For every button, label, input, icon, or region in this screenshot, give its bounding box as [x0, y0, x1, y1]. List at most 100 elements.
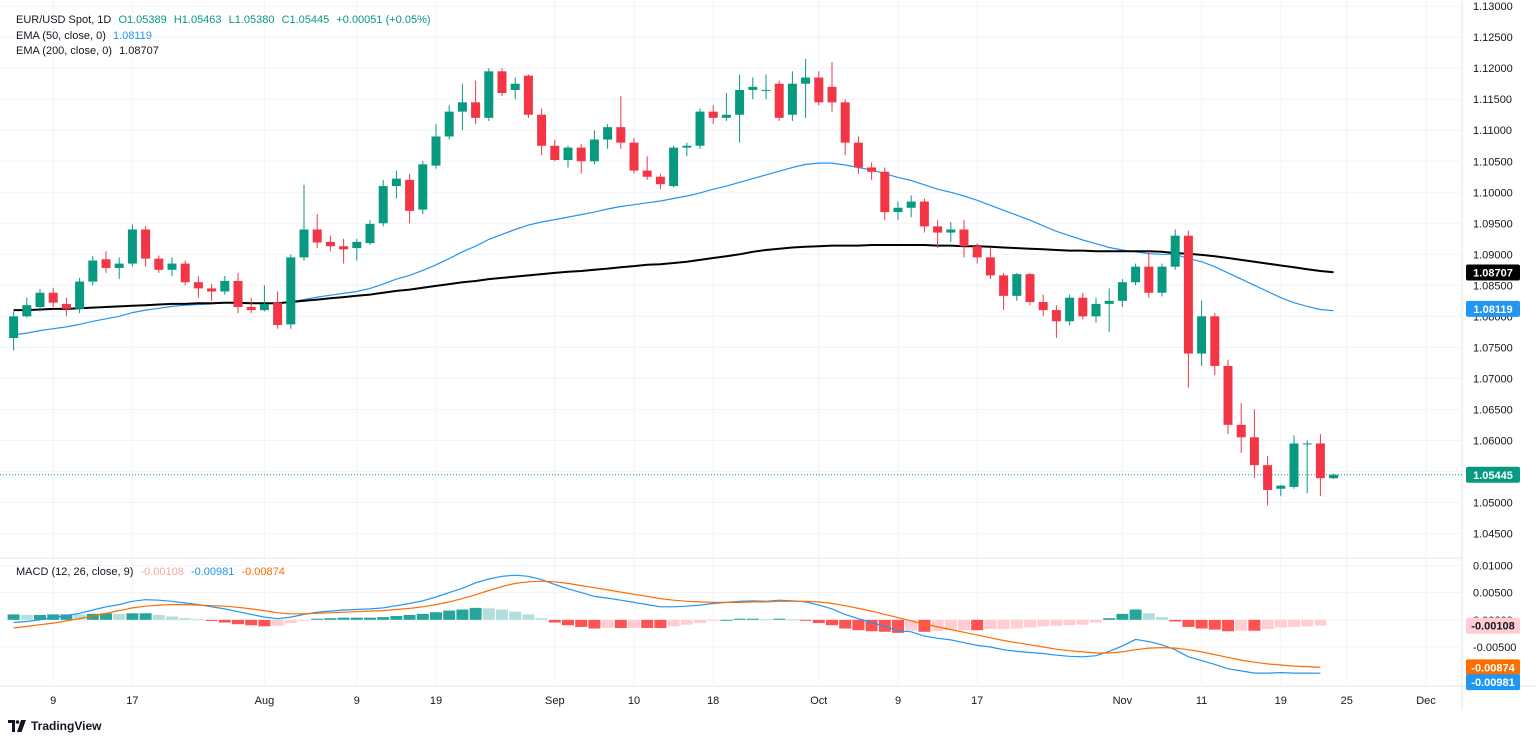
macd-histogram-bar [1222, 619, 1234, 632]
candle-body [259, 303, 269, 311]
candles-layer [9, 58, 1339, 506]
macd-histogram-bar [311, 618, 324, 620]
candle-body [1249, 437, 1259, 466]
candle-body [101, 259, 111, 268]
price-tick-label: 1.12000 [1473, 63, 1513, 75]
candle-body [510, 83, 520, 90]
macd-histogram-bar [271, 619, 284, 626]
candle-body [1051, 310, 1061, 322]
macd-histogram-bar [654, 619, 667, 628]
macd-histogram-bar [324, 618, 337, 620]
candle-body [391, 178, 401, 187]
macd-histogram-bar [720, 619, 733, 621]
open-value: O1.05389 [118, 14, 167, 26]
candle-body [537, 114, 547, 146]
candle-body [523, 75, 533, 115]
candle-body [1078, 297, 1088, 317]
price-tick-label: 1.07500 [1473, 342, 1513, 354]
macd-histogram-bar [799, 619, 812, 621]
candle-body [1223, 365, 1233, 425]
macd-histogram-bar [733, 618, 746, 620]
signal-axis-tag-bg [1466, 659, 1520, 676]
time-tick-label: Aug [255, 695, 275, 707]
macd-signal-value: -0.00874 [241, 566, 285, 578]
macd-histogram-bar [416, 613, 429, 620]
macd-histogram-bar [1274, 619, 1287, 628]
price-tick-label: 1.06500 [1473, 404, 1513, 416]
candle-body [1012, 274, 1022, 296]
macd-histogram-bar [1103, 618, 1116, 620]
macd-histogram-bar [958, 619, 970, 631]
candle-body [1131, 266, 1141, 283]
macd-histogram-bar [20, 614, 33, 620]
candle-body [1236, 424, 1246, 438]
macd-histogram-bar [865, 619, 878, 632]
signal-axis-tag: -0.00874 [1471, 662, 1515, 674]
candle-body [655, 176, 665, 185]
ema200-value: 1.08707 [119, 45, 159, 57]
macd-histogram-bar [522, 614, 535, 620]
macd-histogram-bar [390, 616, 403, 620]
candle-body [484, 71, 494, 118]
candle-body [114, 263, 124, 268]
macd-histogram-bar [1050, 619, 1063, 626]
tradingview-logo[interactable]: TradingView [8, 719, 101, 733]
candle-body [1210, 316, 1220, 366]
candle-body [1170, 235, 1180, 267]
candle-body [180, 263, 190, 283]
candle-body [418, 164, 428, 210]
candle-body [286, 257, 296, 325]
price-tick-label: 1.06000 [1473, 435, 1513, 447]
candle-body [352, 241, 362, 249]
candle-body [1117, 282, 1127, 301]
macd-tick-label: 0.00500 [1473, 588, 1513, 600]
candle-body [233, 280, 243, 308]
macd-histogram-bar [152, 614, 165, 620]
candle-body [457, 102, 467, 112]
macd-histogram-bar [1301, 619, 1314, 627]
macd-histogram-bar [1037, 619, 1050, 627]
macd-histogram-bar [1063, 619, 1076, 626]
macd-tick-label: 0.01000 [1473, 560, 1513, 572]
macd-histogram-bar [1288, 619, 1300, 627]
macd-histogram-bar [1156, 617, 1168, 620]
low-value: L1.05380 [228, 14, 275, 26]
ema200-label: EMA (200, close, 0) [16, 45, 112, 57]
candle-body [642, 170, 652, 177]
candle-body [708, 111, 718, 118]
macd-histogram-bar [773, 618, 786, 620]
macd-legend: MACD (12, 26, close, 9) -0.00108 -0.0098… [16, 565, 289, 580]
macd-axis-tag: -0.00981 [1471, 677, 1514, 689]
candle-body [220, 280, 230, 292]
macd-histogram-bar [60, 614, 73, 620]
macd-histogram-bar [298, 619, 310, 621]
ema200-legend: EMA (200, close, 0) 1.08707 [16, 44, 163, 59]
signal-line [13, 580, 1321, 668]
candle-body [312, 229, 322, 243]
price-tick-label: 1.13000 [1473, 1, 1513, 13]
macd-histogram-bar [707, 619, 720, 621]
candle-body [378, 186, 388, 224]
candle-body [919, 201, 929, 227]
candle-body [906, 201, 916, 208]
macd-pane [7, 574, 1327, 674]
macd-histogram-bar [905, 619, 918, 631]
macd-histogram-bar [496, 609, 508, 620]
price-tick-label: 1.07000 [1473, 373, 1513, 385]
price-tick-label: 1.10000 [1473, 187, 1513, 199]
time-tick-label: Oct [810, 695, 827, 707]
price-tick-label: 1.11000 [1473, 125, 1512, 137]
time-tick-label: 9 [895, 695, 901, 707]
candle-body [299, 229, 309, 258]
macd-histogram-bar [575, 619, 588, 627]
candle-body [88, 260, 98, 282]
macd-histogram-bar [1010, 619, 1023, 629]
macd-histogram-bar [443, 610, 456, 620]
macd-histogram-bar [628, 619, 640, 628]
ema50-line [13, 162, 1334, 336]
macd-histogram-bar [430, 612, 442, 620]
candle-body [814, 77, 824, 103]
candle-body [603, 127, 613, 140]
macd-histogram-bar [232, 619, 244, 625]
